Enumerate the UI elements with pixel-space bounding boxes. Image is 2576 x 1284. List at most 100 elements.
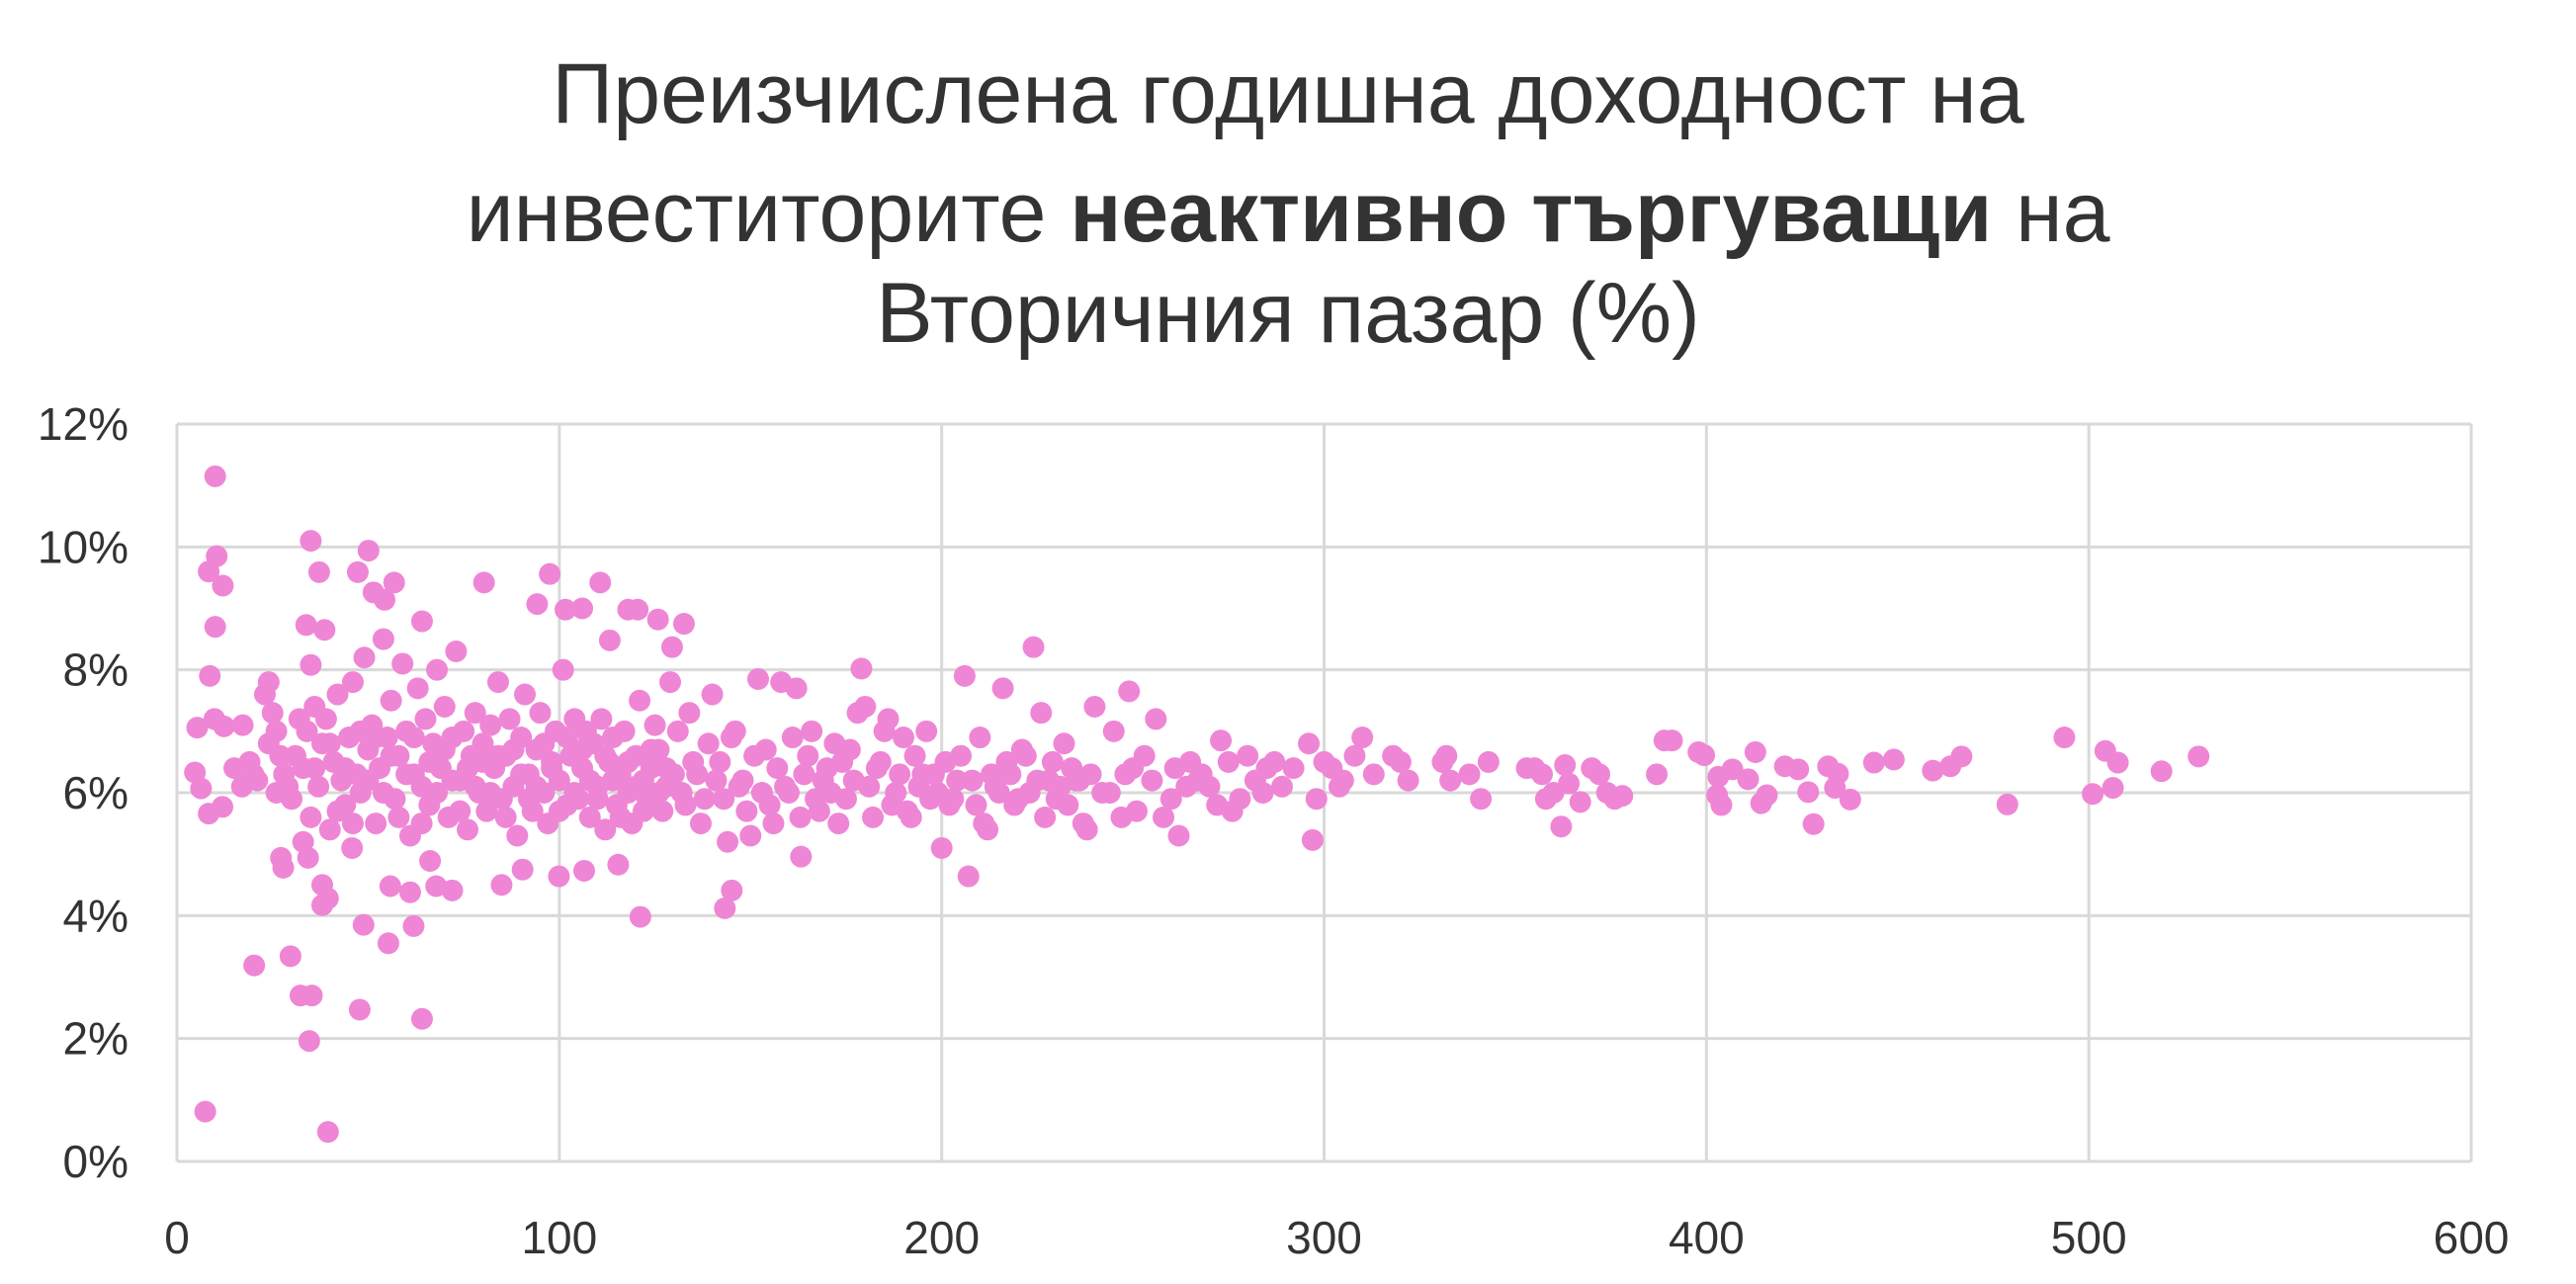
x-tick-label: 200 <box>903 1212 980 1263</box>
data-point <box>1756 784 1778 807</box>
data-point <box>862 806 885 828</box>
chart-title-line-1: Преизчислена годишна доходност на <box>552 46 2024 141</box>
data-point <box>307 775 330 798</box>
data-point <box>594 818 617 841</box>
data-point <box>858 775 881 798</box>
data-point <box>660 636 683 658</box>
data-point <box>790 845 813 868</box>
data-point <box>1435 744 1458 767</box>
data-point <box>300 653 322 676</box>
data-point <box>475 800 498 822</box>
data-points <box>184 465 2210 1144</box>
data-point <box>689 813 712 835</box>
data-point <box>714 897 736 919</box>
data-point <box>426 658 449 681</box>
data-point <box>257 671 280 694</box>
data-point <box>969 727 991 749</box>
data-point <box>1141 769 1163 792</box>
data-point <box>316 1121 339 1144</box>
data-point <box>1710 794 1733 816</box>
data-point <box>987 782 1010 804</box>
data-point <box>1351 727 1374 749</box>
data-point <box>1530 763 1553 786</box>
data-point <box>511 858 534 881</box>
data-point <box>1030 702 1053 725</box>
data-point <box>357 769 380 792</box>
data-point <box>991 677 1014 700</box>
data-point <box>977 818 999 841</box>
data-point <box>965 794 987 816</box>
x-tick-label: 500 <box>2051 1212 2127 1263</box>
title-bold-text: неактивно търгуващи <box>1070 165 1993 260</box>
data-point <box>640 757 662 780</box>
data-point <box>341 813 364 835</box>
data-point <box>548 865 570 888</box>
data-point <box>892 727 914 749</box>
data-point <box>1558 772 1581 795</box>
data-point <box>1034 806 1057 828</box>
data-point <box>265 720 288 742</box>
data-point <box>410 813 433 835</box>
data-point <box>334 757 357 780</box>
tick-labels: 0% 2% 4% 6% 8% 10% 12% 0 100 200 300 400 500 600 <box>38 398 2509 1263</box>
data-point <box>957 865 980 888</box>
title-text: инвеститорите <box>466 165 1071 260</box>
data-point <box>479 782 502 804</box>
data-point <box>701 683 724 706</box>
data-point <box>1646 763 1669 786</box>
data-point <box>539 562 561 585</box>
data-point <box>1301 828 1324 851</box>
data-point <box>194 1100 216 1123</box>
data-point <box>410 1007 433 1030</box>
data-point <box>903 744 926 767</box>
data-point <box>746 667 769 690</box>
data-point <box>946 769 969 792</box>
data-point <box>953 664 976 687</box>
data-point <box>1263 750 1286 773</box>
data-point <box>346 560 369 583</box>
data-point <box>1102 720 1125 742</box>
data-point <box>419 850 442 873</box>
data-point <box>383 571 405 594</box>
data-point <box>1397 769 1419 792</box>
data-point <box>357 540 380 562</box>
data-point <box>502 738 525 761</box>
data-point <box>781 727 804 749</box>
data-point <box>1098 782 1121 804</box>
data-point <box>1862 751 1885 774</box>
data-point <box>1721 758 1744 781</box>
data-point <box>590 708 613 730</box>
data-point <box>2150 760 2173 783</box>
data-point <box>472 732 494 755</box>
data-point <box>261 702 284 725</box>
data-point <box>231 714 254 736</box>
data-point <box>204 465 226 487</box>
data-point <box>212 574 234 597</box>
y-tick-label: 0% <box>63 1136 129 1187</box>
data-point <box>395 763 418 786</box>
data-point <box>889 763 911 786</box>
data-point <box>541 757 563 780</box>
data-point <box>441 769 464 792</box>
chart-title-line-3: Вторичния пазар (%) <box>876 266 1700 361</box>
data-point <box>1554 754 1577 777</box>
x-tick-label: 300 <box>1286 1212 1362 1263</box>
data-point <box>2102 777 2124 800</box>
x-tick-label: 0 <box>164 1212 190 1263</box>
data-point <box>318 732 341 755</box>
title-text: на <box>1992 165 2110 260</box>
data-point <box>402 914 425 937</box>
data-point <box>552 658 574 681</box>
data-point <box>563 782 586 804</box>
y-tick-label: 4% <box>63 890 129 941</box>
data-point <box>2082 783 2104 806</box>
data-point <box>647 738 670 761</box>
data-point <box>1661 729 1683 752</box>
data-point <box>789 806 812 828</box>
data-point <box>352 913 375 936</box>
data-point <box>1458 763 1481 786</box>
data-point <box>609 806 632 828</box>
data-point <box>479 714 502 736</box>
y-tick-label: 6% <box>63 767 129 818</box>
data-point <box>1237 744 1259 767</box>
